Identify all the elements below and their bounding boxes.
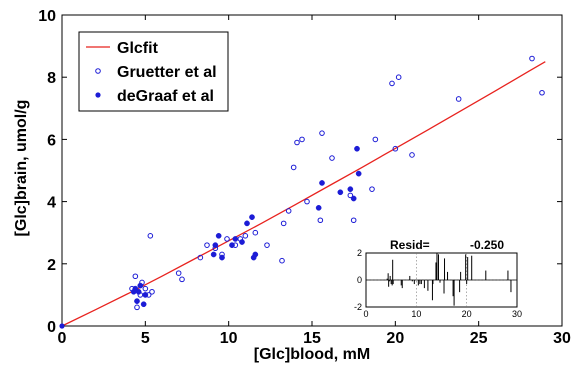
data-points-layer [59,55,545,329]
degraaf-point [252,251,259,258]
inset-value: -0.250 [470,238,504,252]
degraaf-point [249,214,255,220]
gruetter-point [329,155,335,161]
x-tick-label: 30 [553,330,571,347]
inset-y-tick-label: 0 [357,275,362,285]
gruetter-point [395,74,402,80]
origin-point [59,323,65,329]
x-tick-label: 10 [220,330,238,347]
legend: Glcfit Gruetter et al deGraaf et al [78,31,229,112]
y-tick-label: 10 [38,8,56,25]
degraaf-point [350,195,357,202]
degraaf-point [355,170,362,177]
gruetter-point [285,208,292,214]
gruetter-point [132,273,139,280]
degraaf-point [347,186,354,193]
gruetter-point [197,254,204,261]
legend-swatch-degraaf [95,92,101,98]
degraaf-point [315,204,322,211]
inset-y-tick-label: -2 [354,302,362,312]
gruetter-point [179,276,185,283]
degraaf-point [140,301,147,308]
gruetter-point [350,217,357,224]
gruetter-point [392,145,399,152]
gruetter-point [317,217,324,224]
gruetter-point [175,270,182,276]
degraaf-point [244,220,250,227]
degraaf-point [134,298,140,304]
degraaf-point [137,282,144,289]
gruetter-point [149,288,155,295]
gruetter-point [204,242,210,248]
gruetter-point [279,257,285,264]
gruetter-point [142,285,149,292]
x-tick-label: 25 [470,330,488,347]
gruetter-point [280,220,287,227]
gruetter-point [252,229,259,236]
x-axis-label: [Glc]blood, mM [254,346,370,363]
gruetter-point [299,136,305,143]
degraaf-point [212,242,219,248]
gruetter-point [319,130,325,136]
gruetter-point [347,192,354,199]
inset-x-tick-label: 30 [512,309,522,319]
degraaf-point [232,236,239,242]
degraaf-point [215,232,222,239]
gruetter-point [372,136,379,143]
inset-y-tick-label: 2 [357,248,362,258]
y-axis-label: [Glc]brain, umol/g [13,100,30,237]
legend-label: deGraaf et al [117,88,214,105]
degraaf-point [142,292,149,298]
legend-label: Gruetter et al [117,64,217,81]
degraaf-point [210,251,217,258]
degraaf-point [354,145,360,152]
inset-x-tick-label: 10 [411,309,421,319]
y-tick-label: 8 [47,70,56,87]
inset-title: Resid= [390,238,430,252]
gruetter-point [409,152,415,158]
fit-curve-layer [61,61,546,327]
y-tick-label: 4 [47,195,56,212]
degraaf-point [219,254,225,261]
degraaf-point [319,180,325,186]
gruetter-point [224,236,230,242]
x-tick-label: 0 [58,330,67,347]
gruetter-point [455,96,462,102]
gruetter-point [539,89,545,96]
x-tick-label: 15 [303,330,321,347]
gruetter-point [290,164,297,171]
degraaf-point [135,288,142,295]
gruetter-point [389,80,395,87]
y-tick-label: 6 [47,132,56,149]
gruetter-point [264,242,270,248]
gruetter-point [294,139,300,146]
y-tick-label: 0 [47,319,56,336]
degraaf-point [337,189,344,196]
gruetter-point [529,55,535,62]
degraaf-point [229,242,235,248]
gruetter-point [304,198,310,205]
glcfit-line [61,61,546,327]
degraaf-point [239,239,245,245]
x-tick-label: 20 [386,330,404,347]
x-tick-label: 5 [141,330,150,347]
gruetter-point [147,233,154,239]
y-tick-label: 2 [47,257,56,274]
gruetter-point [134,304,140,311]
inset-x-tick-label: 0 [363,309,368,319]
legend-label: Glcfit [117,40,159,57]
legend-swatch-gruetter [95,68,101,74]
legend-box [78,31,229,112]
gruetter-point [369,186,375,192]
inset-x-tick-label: 20 [462,309,472,319]
gruetter-point [242,233,249,239]
